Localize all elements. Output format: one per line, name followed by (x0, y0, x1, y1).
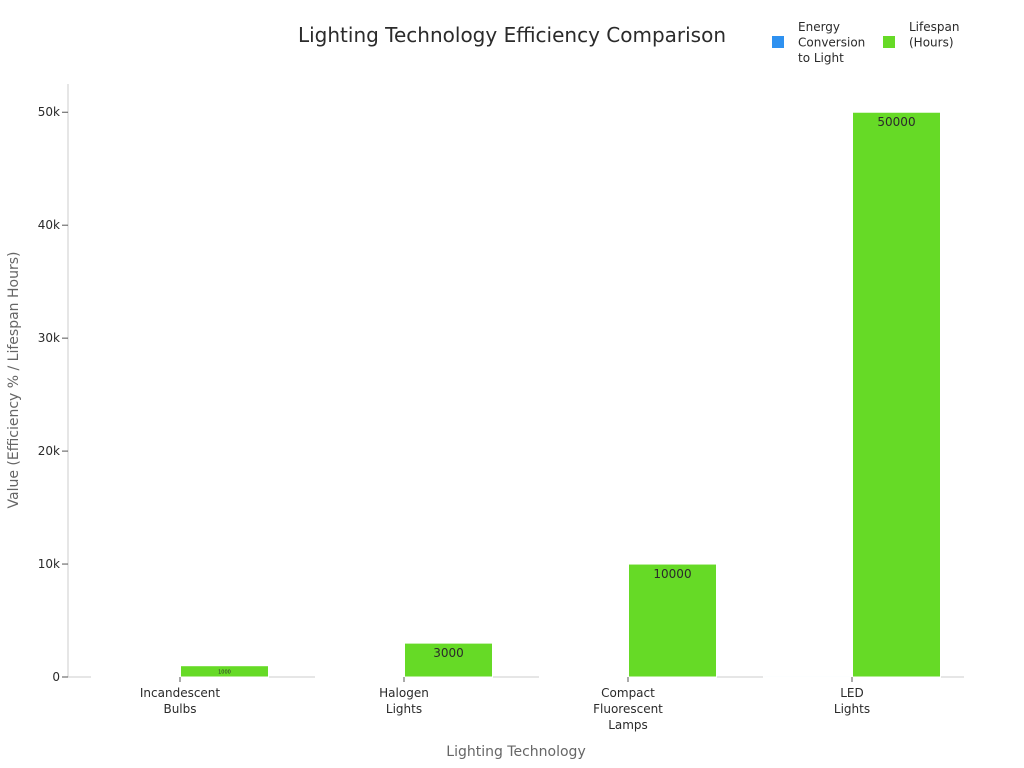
x-tick-label: Incandescent Bulbs (140, 686, 221, 716)
y-tick-label: 20k (38, 444, 60, 458)
bar-data-label: 1000 (218, 669, 231, 675)
bar-data-label: 50000 (877, 115, 915, 129)
bar-data-label: 10000 (653, 567, 691, 581)
y-tick-label: 50k (38, 105, 60, 119)
y-tick-label: 0 (52, 670, 60, 684)
legend-swatch[interactable] (772, 36, 784, 48)
y-tick-label: 10k (38, 557, 60, 571)
plot-area: 0 10k 20k 30k 40k 50k 1000 Incandescent Bulbs 300… (38, 84, 964, 732)
legend: Energy Conversion to Light Lifespan (Hours) (772, 20, 959, 65)
legend-label[interactable]: Energy Conversion to Light (798, 20, 865, 65)
bar-data-label: 3000 (433, 646, 464, 660)
x-axis-title: Lighting Technology (446, 744, 585, 760)
chart-title: Lighting Technology Efficiency Compariso… (298, 23, 726, 47)
bar[interactable] (404, 642, 493, 678)
bar[interactable] (539, 675, 628, 678)
y-axis-title: Value (Efficiency % / Lifespan Hours) (6, 252, 22, 509)
bar[interactable] (763, 675, 852, 678)
bar[interactable] (628, 563, 717, 678)
x-tick-label: Halogen Lights (379, 686, 429, 716)
legend-swatch[interactable] (883, 36, 895, 48)
y-tick-label: 30k (38, 331, 60, 345)
bar[interactable] (91, 675, 180, 678)
legend-label[interactable]: Lifespan (Hours) (909, 20, 959, 50)
x-tick-label: LED Lights (834, 686, 870, 716)
bar[interactable] (180, 665, 269, 678)
bar[interactable] (315, 675, 404, 678)
x-tick-label: Compact Fluorescent Lamps (593, 686, 663, 732)
bar[interactable] (852, 111, 941, 678)
y-tick-label: 40k (38, 218, 60, 232)
